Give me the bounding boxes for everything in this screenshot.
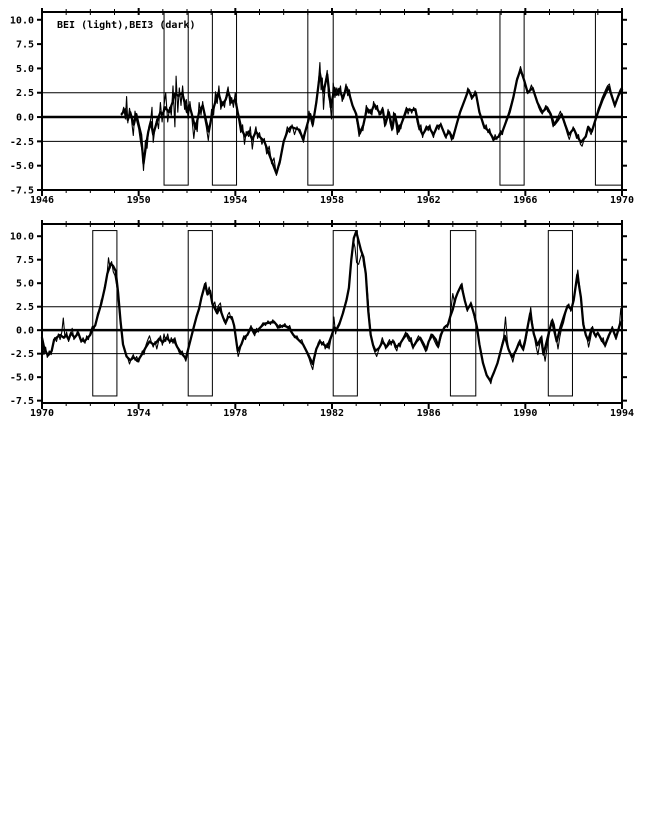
x-tick-label: 1950	[127, 195, 151, 206]
y-tick-label: 10.0	[10, 232, 34, 243]
y-tick-label: 5.0	[16, 64, 34, 75]
y-tick-label: -7.5	[10, 396, 34, 407]
y-tick-label: 7.5	[16, 40, 34, 51]
chart-panel-top: 1946 1950 1954 1958 1962 1966 1970 -7.5 -5.0 -2.5…	[0, 0, 658, 215]
y-tick-label: 10.0	[10, 15, 34, 26]
y-tick-label: -5.0	[10, 373, 34, 384]
y-tick-label: -2.5	[10, 349, 34, 360]
y-tick-label: 7.5	[16, 255, 34, 266]
y-tick-label: -5.0	[10, 161, 34, 172]
x-tick-label: 1954	[223, 195, 247, 206]
y-tick-label: -2.5	[10, 137, 34, 148]
x-tick-label: 1970	[30, 408, 54, 419]
x-tick-label: 1966	[513, 195, 537, 206]
x-tick-label: 1986	[417, 408, 441, 419]
x-tick-label: 1978	[223, 408, 247, 419]
x-tick-label: 1970	[610, 195, 634, 206]
y-tick-label: 5.0	[16, 279, 34, 290]
x-tick-label: 1990	[513, 408, 537, 419]
x-tick-label: 1946	[30, 195, 54, 206]
y-tick-label: 0.0	[16, 326, 34, 337]
x-tick-label: 1982	[320, 408, 344, 419]
x-tick-label: 1994	[610, 408, 634, 419]
y-tick-label: 2.5	[16, 88, 34, 99]
x-tick-label: 1962	[417, 195, 441, 206]
line-chart-bottom: 1970 1974 1978 1982 1986 1990 1994 -7.5 -5.0 -2.5…	[10, 220, 634, 419]
chart-title: BEI (light),BEI3 (dark)	[57, 20, 196, 31]
y-tick-label: -7.5	[10, 186, 34, 197]
y-tick-label: 2.5	[16, 302, 34, 313]
y-tick-label: 0.0	[16, 113, 34, 124]
line-chart-top: 1946 1950 1954 1958 1962 1966 1970 -7.5 -5.0 -2.5…	[10, 8, 634, 206]
x-tick-label: 1958	[320, 195, 344, 206]
chart-panel-bottom: 1970 1974 1978 1982 1986 1990 1994 -7.5 -5.0 -2.5…	[0, 215, 658, 430]
x-tick-label: 1974	[127, 408, 151, 419]
